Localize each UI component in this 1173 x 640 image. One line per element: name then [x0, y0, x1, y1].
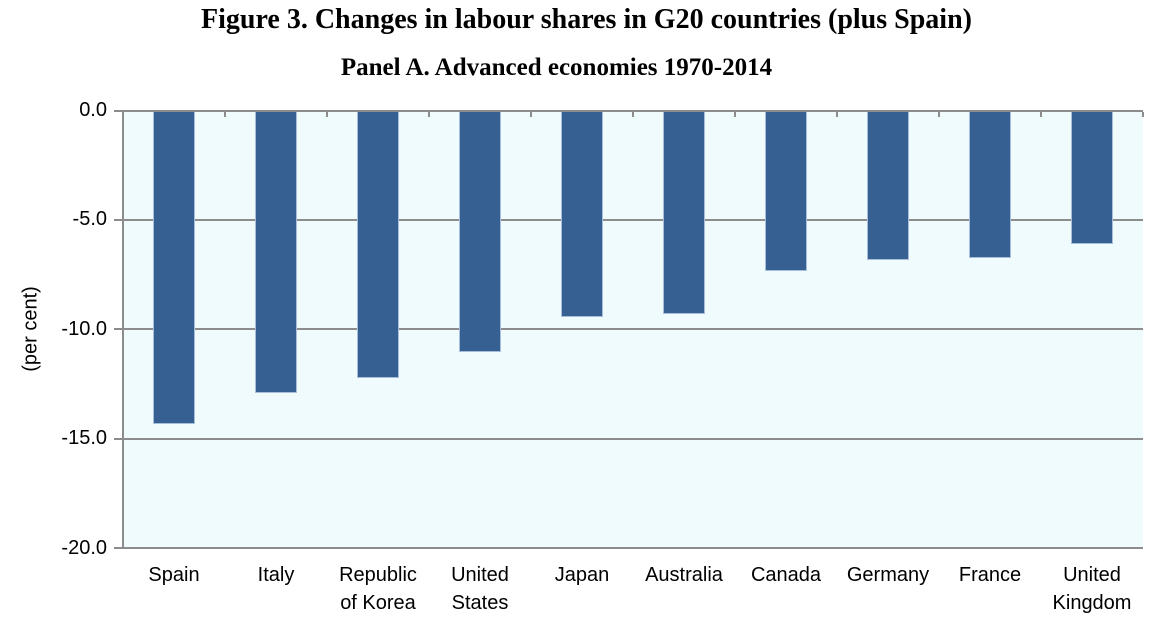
y-tick-10	[114, 328, 122, 331]
bar-united-kingdom	[1071, 112, 1113, 245]
bar-canada	[765, 112, 807, 271]
bar-republic-of-korea	[357, 112, 399, 378]
x-tick-6	[734, 111, 736, 117]
bar-japan	[561, 112, 603, 317]
x-tick-0	[122, 111, 124, 117]
y-tick-label-200: -20.0	[61, 536, 107, 559]
y-tick-20	[114, 547, 122, 549]
x-label-italy: Italy	[257, 564, 295, 586]
x-label-australia: Australia	[645, 564, 723, 586]
x-tick-10	[1142, 111, 1144, 117]
x-label-spain: Spain	[148, 564, 200, 586]
bar-australia	[663, 112, 705, 315]
x-label-canada: Canada	[750, 564, 822, 586]
x-tick-9	[1040, 111, 1042, 117]
x-label-japan: Japan	[554, 564, 610, 586]
gridline-10	[123, 328, 1143, 331]
bar-france	[969, 112, 1011, 258]
y-tick-label-150: -15.0	[61, 427, 107, 450]
x-tick-7	[836, 111, 838, 117]
y-tick-0	[114, 109, 122, 112]
bar-germany	[867, 112, 909, 260]
panel-a-subtitle: Panel A. Advanced economies 1970-2014	[340, 54, 773, 81]
bar-italy	[255, 112, 297, 394]
x-tick-8	[938, 111, 940, 117]
x-label-republic-of-korea: Republic of Korea	[339, 564, 417, 614]
bar-spain	[153, 112, 195, 424]
x-tick-4	[530, 111, 532, 117]
y-tick-label-50: -5.0	[72, 208, 107, 231]
x-tick-2	[326, 111, 328, 117]
x-label-united-states: United States	[451, 564, 509, 614]
left-axis	[122, 109, 124, 549]
x-tick-5	[632, 111, 634, 117]
y-tick-5	[114, 218, 122, 221]
y-tick-label-100: -10.0	[61, 317, 107, 340]
figure-title: Figure 3. Changes in labour shares in G2…	[201, 4, 972, 35]
y-tick-15	[114, 437, 122, 440]
x-label-france: France	[958, 564, 1022, 586]
gridline-5	[123, 218, 1143, 221]
x-label-united-kingdom: United Kingdom	[1052, 564, 1132, 614]
bar-united-states	[459, 112, 501, 352]
y-tick-label-00: 0.0	[79, 99, 107, 121]
x-label-germany: Germany	[846, 564, 930, 586]
bottom-axis-line	[123, 547, 1143, 549]
x-tick-1	[224, 111, 226, 117]
gridline-15	[123, 437, 1143, 440]
x-tick-3	[428, 111, 430, 117]
zero-line	[123, 109, 1143, 112]
